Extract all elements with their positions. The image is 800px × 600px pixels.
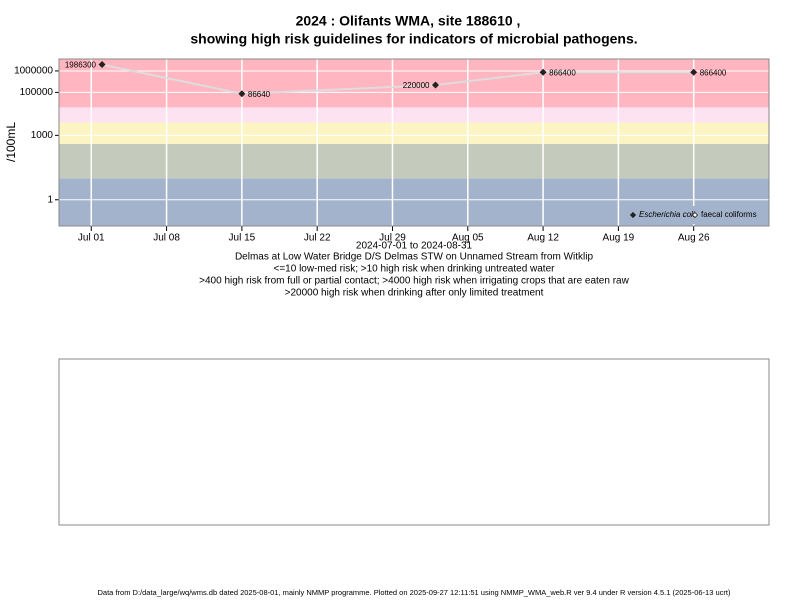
- y-axis-label: /100mL: [4, 122, 18, 162]
- chart-title: 2024 : Olifants WMA, site 188610 ,: [296, 13, 521, 29]
- risk-band: [59, 143, 769, 179]
- y-tick-label: 1000: [31, 130, 54, 141]
- data-label: 86640: [248, 90, 271, 99]
- legend-symbol: [691, 211, 699, 219]
- empty-panel: [58, 358, 770, 526]
- legend-label: Escherichia coli: [639, 210, 695, 219]
- data-label: 220000: [403, 81, 430, 90]
- data-point: [98, 61, 106, 69]
- chart-title: showing high risk guidelines for indicat…: [190, 31, 637, 47]
- legend-label: faecal coliforms: [701, 210, 757, 219]
- x-tick-label: Jul 08: [153, 233, 180, 244]
- data-point: [539, 68, 547, 76]
- data-label: 866400: [549, 68, 576, 77]
- subtitle: Delmas at Low Water Bridge D/S Delmas ST…: [235, 252, 594, 263]
- footer: Data from D:/data_large/wq/wms.db dated …: [98, 588, 731, 597]
- x-tick-label: Jul 29: [379, 233, 406, 244]
- subtitle: <=10 low-med risk; >10 high risk when dr…: [274, 264, 556, 275]
- risk-band: [59, 59, 769, 108]
- x-tick-label: Aug 19: [603, 233, 635, 244]
- x-tick-label: Aug 26: [678, 233, 710, 244]
- y-tick-label: 1: [47, 194, 53, 205]
- x-tick-label: Aug 05: [452, 233, 484, 244]
- subtitle: >20000 high risk when drinking after onl…: [285, 288, 544, 299]
- x-tick-label: Jul 15: [229, 233, 256, 244]
- x-tick-label: Aug 12: [527, 233, 559, 244]
- risk-band: [59, 107, 769, 123]
- risk-band: [59, 122, 769, 144]
- x-tick-label: Jul 01: [78, 233, 105, 244]
- x-tick-label: Jul 22: [304, 233, 331, 244]
- plot-frame: [58, 58, 770, 227]
- data-label: 866400: [700, 68, 727, 77]
- y-tick-label: 100000: [20, 87, 54, 98]
- legend-symbol: [629, 211, 637, 219]
- subtitle: >400 high risk from full or partial cont…: [199, 276, 629, 287]
- y-tick-label: 1000000: [14, 66, 53, 77]
- data-point: [690, 68, 698, 76]
- data-point: [432, 81, 440, 89]
- x-axis-label: 2024-07-01 to 2024-08-31: [356, 241, 473, 252]
- data-label: 1986300: [65, 61, 97, 70]
- data-point: [238, 90, 246, 98]
